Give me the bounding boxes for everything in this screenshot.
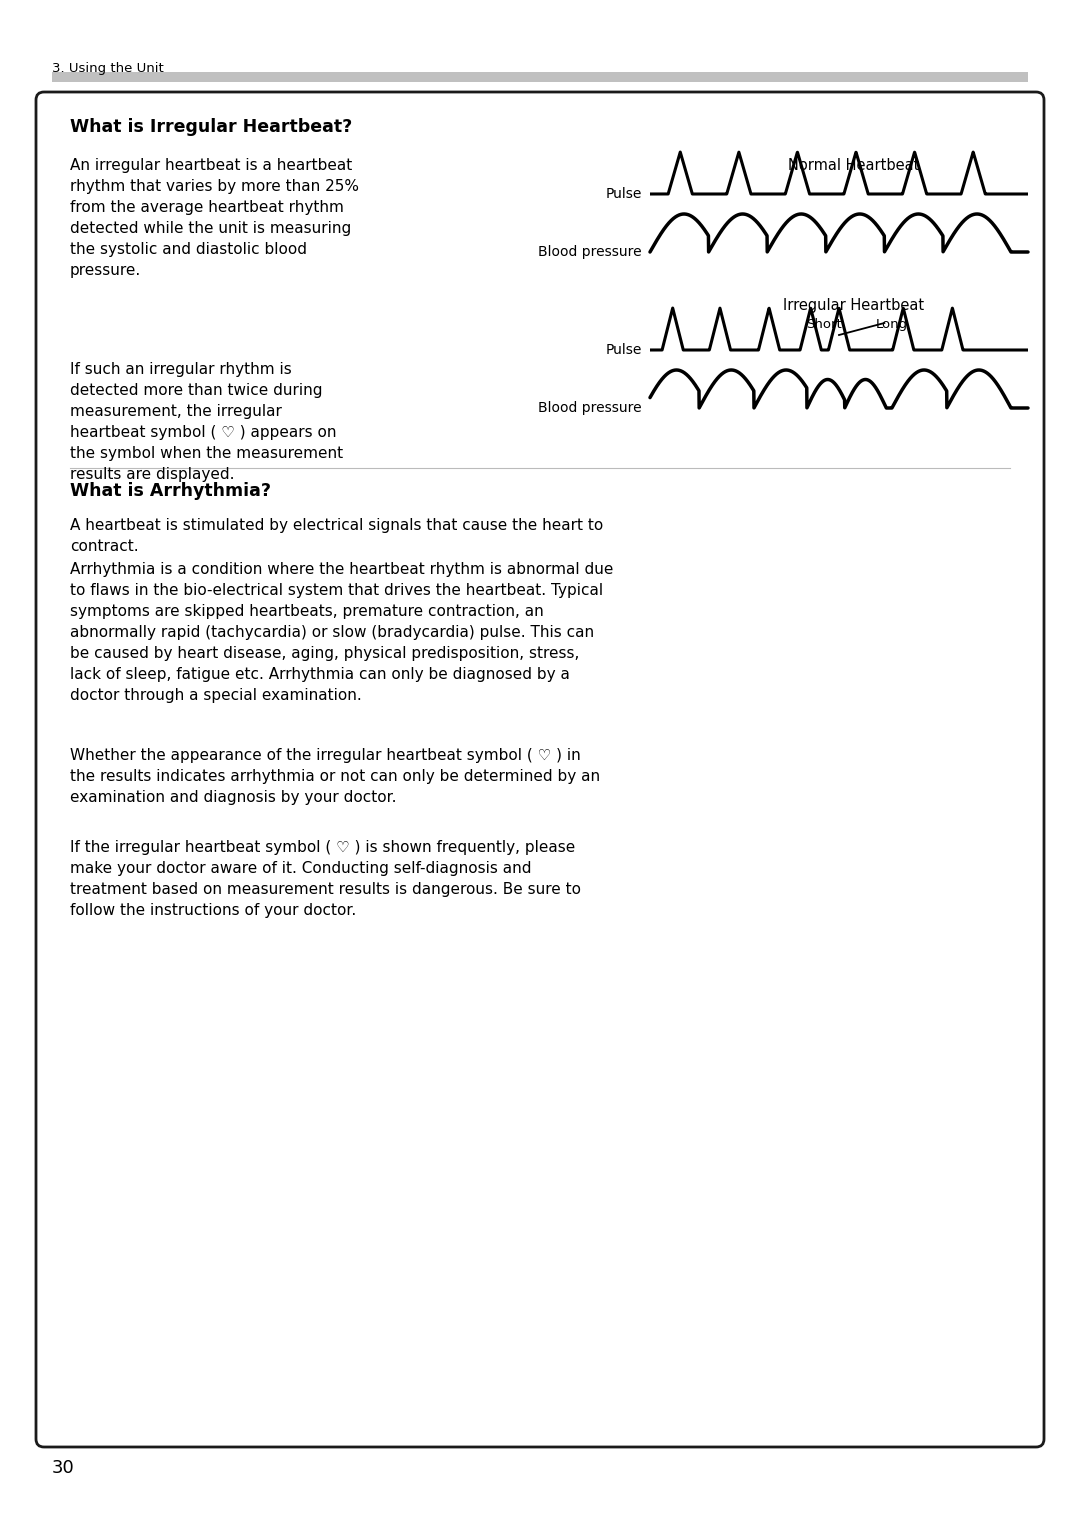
Text: Short: Short [806, 318, 841, 331]
Text: Pulse: Pulse [606, 344, 642, 357]
Text: Whether the appearance of the irregular heartbeat symbol ( ♡ ) in
the results in: Whether the appearance of the irregular … [70, 748, 600, 805]
Text: What is Irregular Heartbeat?: What is Irregular Heartbeat? [70, 118, 352, 136]
Text: If the irregular heartbeat symbol ( ♡ ) is shown frequently, please
make your do: If the irregular heartbeat symbol ( ♡ ) … [70, 840, 581, 918]
Text: Pulse: Pulse [606, 186, 642, 202]
Bar [52, 72, 1028, 82]
Text: 3. Using the Unit: 3. Using the Unit [52, 63, 164, 75]
Text: If such an irregular rhythm is
detected more than twice during
measurement, the : If such an irregular rhythm is detected … [70, 362, 343, 483]
Text: Blood pressure: Blood pressure [538, 244, 642, 260]
Text: Long: Long [876, 318, 908, 331]
Text: 30: 30 [52, 1458, 75, 1477]
Text: Normal Heartbeat: Normal Heartbeat [788, 157, 920, 173]
FancyBboxPatch shape [36, 92, 1044, 1448]
Text: What is Arrhythmia?: What is Arrhythmia? [70, 483, 271, 499]
Text: Irregular Heartbeat: Irregular Heartbeat [783, 298, 924, 313]
Text: Arrhythmia is a condition where the heartbeat rhythm is abnormal due
to flaws in: Arrhythmia is a condition where the hear… [70, 562, 613, 702]
Text: A heartbeat is stimulated by electrical signals that cause the heart to
contract: A heartbeat is stimulated by electrical … [70, 518, 604, 554]
Text: An irregular heartbeat is a heartbeat
rhythm that varies by more than 25%
from t: An irregular heartbeat is a heartbeat rh… [70, 157, 359, 278]
Text: Blood pressure: Blood pressure [538, 402, 642, 415]
